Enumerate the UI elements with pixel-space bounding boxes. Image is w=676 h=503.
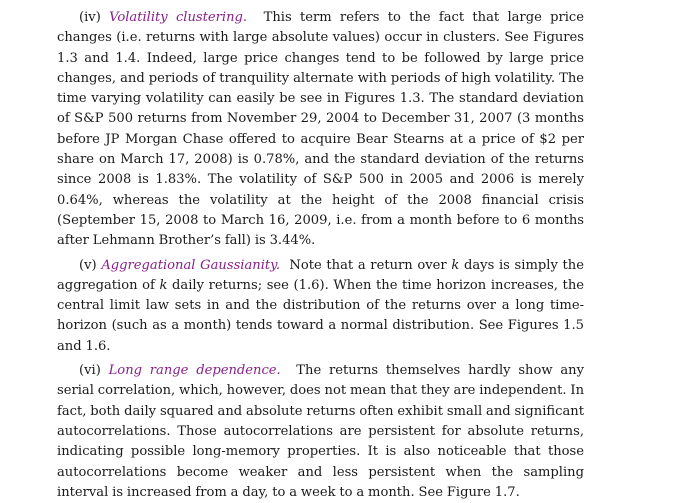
term-heading: Long range dependence. [108, 363, 281, 379]
math-variable: k [451, 257, 460, 273]
term-heading: Aggregational Gaussianity. [101, 257, 280, 273]
paragraph-body: days is simply the aggregation of [57, 257, 584, 293]
paragraph-body: The returns themselves hardly show any s… [57, 363, 584, 500]
math-variable: k [159, 277, 168, 293]
paragraph-volatility-clustering: (iv) Volatility clustering. This term re… [57, 8, 584, 252]
paragraph-long-range-dependence: (vi) Long range dependence. The returns … [57, 361, 584, 503]
item-label: (vi) [79, 363, 101, 379]
paragraph-body: Note that a return over [289, 257, 447, 273]
item-label: (iv) [79, 10, 101, 25]
item-label: (v) [79, 257, 97, 273]
paragraph-aggregational-gaussianity: (v) Aggregational Gaussianity. Note that… [57, 256, 584, 357]
paragraph-body: This term refers to the fact that large … [57, 10, 585, 249]
term-heading: Volatility clustering. [109, 10, 248, 25]
document-page: (iv) Volatility clustering. This term re… [57, 8, 584, 503]
paragraph-body: daily returns; see (1.6). When the time … [57, 277, 584, 354]
